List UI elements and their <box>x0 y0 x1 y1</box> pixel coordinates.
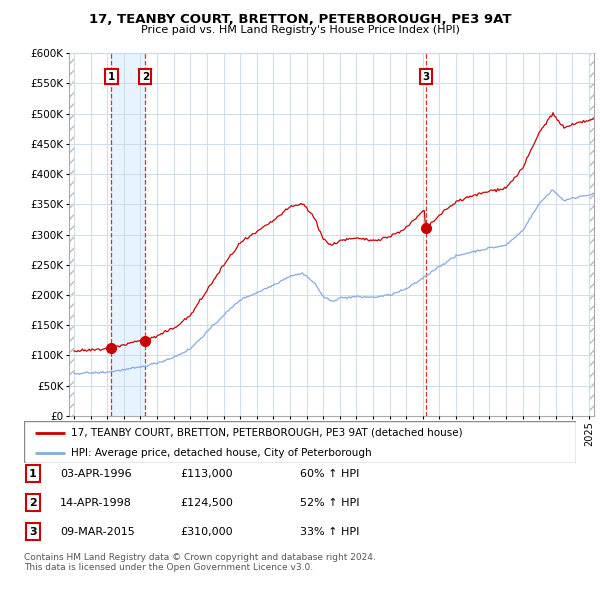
Bar <box>589 53 594 416</box>
Text: 03-APR-1996: 03-APR-1996 <box>60 469 131 478</box>
Text: This data is licensed under the Open Government Licence v3.0.: This data is licensed under the Open Gov… <box>24 563 313 572</box>
Text: Price paid vs. HM Land Registry's House Price Index (HPI): Price paid vs. HM Land Registry's House … <box>140 25 460 35</box>
Text: Contains HM Land Registry data © Crown copyright and database right 2024.: Contains HM Land Registry data © Crown c… <box>24 553 376 562</box>
FancyBboxPatch shape <box>24 421 576 463</box>
Bar <box>69 53 74 416</box>
Text: £124,500: £124,500 <box>180 498 233 507</box>
Text: 52% ↑ HPI: 52% ↑ HPI <box>300 498 359 507</box>
Text: 09-MAR-2015: 09-MAR-2015 <box>60 527 135 536</box>
Text: 60% ↑ HPI: 60% ↑ HPI <box>300 469 359 478</box>
Text: 1: 1 <box>108 72 115 81</box>
Text: 33% ↑ HPI: 33% ↑ HPI <box>300 527 359 536</box>
Text: 2: 2 <box>29 498 37 507</box>
Text: 1: 1 <box>29 469 37 478</box>
Text: HPI: Average price, detached house, City of Peterborough: HPI: Average price, detached house, City… <box>71 448 371 457</box>
Text: £310,000: £310,000 <box>180 527 233 536</box>
Text: 3: 3 <box>29 527 37 536</box>
Bar <box>112 53 145 416</box>
Text: 17, TEANBY COURT, BRETTON, PETERBOROUGH, PE3 9AT: 17, TEANBY COURT, BRETTON, PETERBOROUGH,… <box>89 13 511 26</box>
Text: 3: 3 <box>422 72 430 81</box>
Text: 17, TEANBY COURT, BRETTON, PETERBOROUGH, PE3 9AT (detached house): 17, TEANBY COURT, BRETTON, PETERBOROUGH,… <box>71 428 463 438</box>
Text: 2: 2 <box>142 72 149 81</box>
Text: £113,000: £113,000 <box>180 469 233 478</box>
Text: 14-APR-1998: 14-APR-1998 <box>60 498 132 507</box>
